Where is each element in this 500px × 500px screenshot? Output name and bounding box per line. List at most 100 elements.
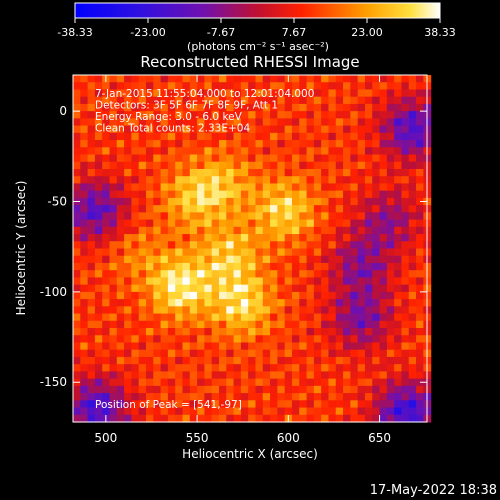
heatmap-cell bbox=[328, 219, 337, 228]
colorbar-ticks: -38.33 -23.00 -7.67 7.67 23.00 38.33 bbox=[57, 18, 456, 39]
heatmap-cell bbox=[131, 197, 140, 206]
heatmap-cell bbox=[204, 219, 213, 228]
heatmap-cell bbox=[240, 241, 249, 250]
heatmap-cell bbox=[386, 212, 395, 221]
heatmap-cell bbox=[357, 313, 366, 322]
heatmap-cell bbox=[218, 320, 227, 329]
heatmap-cell bbox=[218, 140, 227, 148]
heatmap-cell bbox=[321, 306, 330, 315]
heatmap-cell bbox=[109, 255, 118, 264]
heatmap-cell bbox=[109, 118, 118, 127]
heatmap-cell bbox=[284, 219, 293, 228]
heatmap-cell bbox=[386, 270, 395, 279]
heatmap-cell bbox=[299, 96, 308, 105]
heatmap-cell bbox=[138, 147, 147, 156]
heatmap-cell bbox=[175, 400, 184, 409]
heatmap-cell bbox=[175, 241, 184, 250]
heatmap-cell bbox=[255, 154, 264, 163]
heatmap-cell bbox=[240, 270, 249, 279]
heatmap-cell bbox=[204, 270, 213, 279]
heatmap-cell bbox=[291, 270, 300, 279]
heatmap-cell bbox=[124, 140, 132, 148]
heatmap-cell bbox=[284, 118, 293, 127]
heatmap-cell bbox=[386, 111, 395, 119]
heatmap-cell bbox=[218, 241, 227, 250]
heatmap-cell bbox=[131, 371, 140, 380]
heatmap-cell bbox=[233, 342, 242, 351]
heatmap-cell bbox=[211, 176, 220, 185]
heatmap-cell bbox=[401, 140, 410, 148]
heatmap-cell bbox=[313, 248, 322, 257]
heatmap-cell bbox=[145, 313, 154, 322]
heatmap-cell bbox=[167, 277, 176, 286]
heatmap-cell bbox=[401, 299, 410, 307]
heatmap-cell bbox=[306, 111, 315, 119]
heatmap-cell bbox=[167, 248, 176, 257]
heatmap-cell bbox=[306, 140, 315, 148]
heatmap-cell bbox=[255, 335, 264, 344]
heatmap-cell bbox=[87, 154, 96, 163]
heatmap-cell bbox=[189, 212, 198, 221]
heatmap-cell bbox=[350, 262, 359, 271]
heatmap-cell bbox=[167, 414, 176, 423]
heatmap-cell bbox=[116, 103, 125, 112]
heatmap-cell bbox=[277, 234, 286, 242]
heatmap-cell bbox=[335, 400, 344, 409]
heatmap-cell bbox=[145, 197, 154, 206]
heatmap-cell bbox=[343, 306, 351, 315]
heatmap-cell bbox=[401, 284, 410, 293]
heatmap-cell bbox=[408, 241, 417, 250]
heatmap-cell bbox=[160, 407, 169, 416]
heatmap-cell bbox=[394, 219, 403, 228]
heatmap-cell bbox=[372, 234, 381, 242]
heatmap-cell bbox=[277, 147, 286, 156]
heatmap-cell bbox=[386, 140, 395, 148]
heatmap-cell bbox=[175, 226, 184, 235]
heatmap-cell bbox=[218, 132, 227, 141]
heatmap-cell bbox=[160, 356, 169, 365]
heatmap-cell bbox=[386, 147, 395, 156]
heatmap-cell bbox=[416, 132, 424, 141]
heatmap-cell bbox=[401, 226, 410, 235]
heatmap-cell bbox=[124, 262, 132, 271]
heatmap-cell bbox=[248, 111, 257, 119]
heatmap-cell bbox=[291, 299, 300, 307]
heatmap-cell bbox=[291, 168, 300, 177]
heatmap-cell bbox=[350, 320, 359, 329]
heatmap-cell bbox=[386, 349, 395, 358]
heatmap-cell bbox=[328, 306, 337, 315]
heatmap-cell bbox=[87, 140, 96, 148]
heatmap-cell bbox=[240, 82, 249, 91]
heatmap-cell bbox=[394, 241, 403, 250]
heatmap-cell bbox=[138, 111, 147, 119]
heatmap-cell bbox=[416, 125, 424, 134]
heatmap-cell bbox=[372, 320, 381, 329]
heatmap-cell bbox=[145, 284, 154, 293]
heatmap-cell bbox=[94, 183, 103, 192]
heatmap-cell bbox=[102, 140, 111, 148]
heatmap-cell bbox=[416, 234, 424, 242]
heatmap-cell bbox=[379, 356, 388, 365]
heatmap-cell bbox=[357, 111, 366, 119]
heatmap-cell bbox=[94, 176, 103, 185]
heatmap-cell bbox=[408, 132, 417, 141]
heatmap-cell bbox=[364, 205, 373, 213]
heatmap-cell bbox=[211, 400, 220, 409]
heatmap-cell bbox=[262, 371, 271, 380]
heatmap-cell bbox=[94, 291, 103, 300]
heatmap-cell bbox=[233, 255, 242, 264]
heatmap-cell bbox=[138, 342, 147, 351]
heatmap-cell bbox=[321, 248, 330, 257]
heatmap-cell bbox=[270, 284, 278, 293]
heatmap-cell bbox=[386, 125, 395, 134]
heatmap-cell bbox=[80, 111, 89, 119]
heatmap-cell bbox=[167, 190, 176, 199]
heatmap-cell bbox=[102, 241, 111, 250]
heatmap-cell bbox=[284, 371, 293, 380]
heatmap-cell bbox=[284, 103, 293, 112]
heatmap-cell bbox=[306, 328, 315, 336]
heatmap-cell bbox=[182, 234, 191, 242]
heatmap-cell bbox=[328, 342, 337, 351]
heatmap-cell bbox=[386, 183, 395, 192]
heatmap-cell bbox=[145, 82, 154, 91]
